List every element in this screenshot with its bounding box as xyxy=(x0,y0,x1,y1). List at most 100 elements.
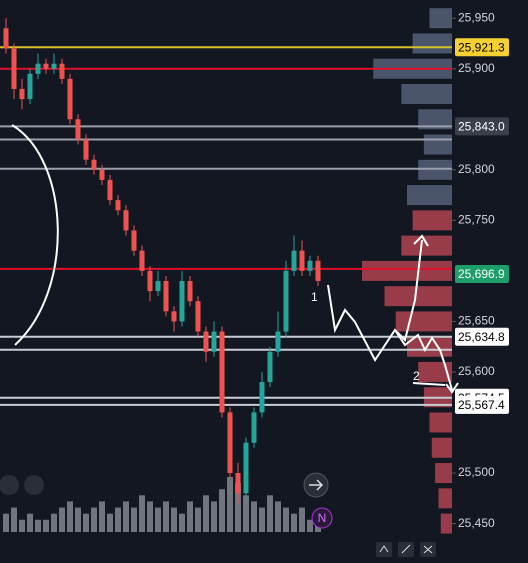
profile-bar xyxy=(407,336,452,357)
candle-body xyxy=(299,250,305,271)
candle-body xyxy=(259,382,265,413)
volume-bar xyxy=(155,507,161,532)
annotation-1: 1 xyxy=(311,290,318,304)
candle-body xyxy=(171,311,177,322)
volume-bar xyxy=(83,513,89,532)
price-tag xyxy=(455,265,509,284)
hand-stroke xyxy=(412,382,446,386)
profile-bar xyxy=(431,437,452,458)
volume-bar xyxy=(43,519,49,532)
volume-bar xyxy=(243,495,249,532)
volume-bar xyxy=(99,501,105,532)
price-tag xyxy=(455,117,509,136)
candle-body xyxy=(59,63,65,79)
reset-button[interactable] xyxy=(24,475,44,495)
volume-bar xyxy=(107,513,113,532)
candle-body xyxy=(35,63,41,74)
candle-body xyxy=(251,412,257,443)
candle-body xyxy=(283,270,289,332)
candle-body xyxy=(163,280,169,312)
y-tick-label: 25,750 xyxy=(458,213,495,227)
volume-bar xyxy=(275,501,281,532)
price-tag-label: 25,696.9 xyxy=(458,267,505,281)
candle-body xyxy=(91,159,97,170)
candle-body xyxy=(27,73,33,100)
collapse-button[interactable] xyxy=(376,542,392,557)
candle-body xyxy=(75,119,81,140)
price-tag-label: 25,921.3 xyxy=(458,40,505,54)
button-icons xyxy=(379,544,433,554)
volume-bar xyxy=(3,513,9,532)
volume-bar xyxy=(203,495,209,532)
volume-bar xyxy=(187,501,193,532)
volume-bar xyxy=(227,477,233,532)
volume-bar xyxy=(179,513,185,532)
profile-bar xyxy=(429,8,452,29)
profile-bar xyxy=(401,84,452,105)
candle-body xyxy=(147,270,153,292)
candle-body xyxy=(43,63,49,69)
volume-bar xyxy=(11,507,17,532)
hand-arrow-up xyxy=(327,234,429,362)
profile-bar xyxy=(412,210,452,231)
volume-bar xyxy=(19,519,25,532)
price-tag xyxy=(455,38,509,57)
volume-bar xyxy=(59,507,65,532)
profile-bar xyxy=(418,159,452,180)
candle-body xyxy=(267,351,273,383)
candle-body xyxy=(99,169,105,180)
profile-bar xyxy=(384,286,452,307)
profile-bar xyxy=(407,185,452,206)
price-tag xyxy=(455,327,509,346)
candle-body xyxy=(115,200,121,211)
y-tick-label: 25,900 xyxy=(458,61,495,75)
profile-bar xyxy=(412,33,452,54)
candle-body xyxy=(11,48,17,89)
volume-bar xyxy=(307,519,313,532)
candle-body xyxy=(203,331,209,352)
volume-bar xyxy=(251,501,257,532)
annotation-2: 2 xyxy=(413,369,420,383)
candle-body xyxy=(219,331,225,413)
volume-bar xyxy=(123,501,129,532)
candle-body xyxy=(51,63,57,69)
price-tag xyxy=(455,395,509,414)
volume-bar xyxy=(35,519,41,532)
candle-body xyxy=(243,442,249,494)
volume-bar xyxy=(163,501,169,532)
news-badge[interactable] xyxy=(311,507,333,529)
hand-arrow-down xyxy=(394,329,459,394)
volume-bar xyxy=(259,507,265,532)
y-tick-label: 25,600 xyxy=(458,364,495,378)
y-tick-label: 25,450 xyxy=(458,516,495,530)
candle-body xyxy=(139,250,145,271)
volume-bar xyxy=(299,507,305,532)
volume-bar xyxy=(283,507,289,532)
candle-body xyxy=(67,78,73,120)
candle-body xyxy=(19,88,25,100)
volume-bar xyxy=(91,507,97,532)
price-tag-label: 25,843.0 xyxy=(458,120,505,134)
y-tick-label: 25,500 xyxy=(458,465,495,479)
zoom-button[interactable] xyxy=(0,475,19,495)
news-badge-label: N xyxy=(318,511,327,525)
scroll-icon xyxy=(309,479,324,491)
candle-body xyxy=(195,301,201,332)
volume-bar xyxy=(131,507,137,532)
volume-bar xyxy=(291,513,297,532)
volume-bar xyxy=(211,501,217,532)
candle-body xyxy=(211,331,217,352)
profile-bar xyxy=(418,361,452,382)
candle-body xyxy=(107,179,113,201)
candle-body xyxy=(235,473,241,494)
profile-bar xyxy=(395,311,452,332)
profile-bar xyxy=(418,109,452,130)
profile-bar xyxy=(362,260,452,281)
volume-bar xyxy=(171,507,177,532)
volume-bar xyxy=(219,489,225,532)
candle-body xyxy=(275,331,281,352)
y-tick-label: 25,800 xyxy=(458,162,495,176)
profile-bar xyxy=(435,463,452,484)
